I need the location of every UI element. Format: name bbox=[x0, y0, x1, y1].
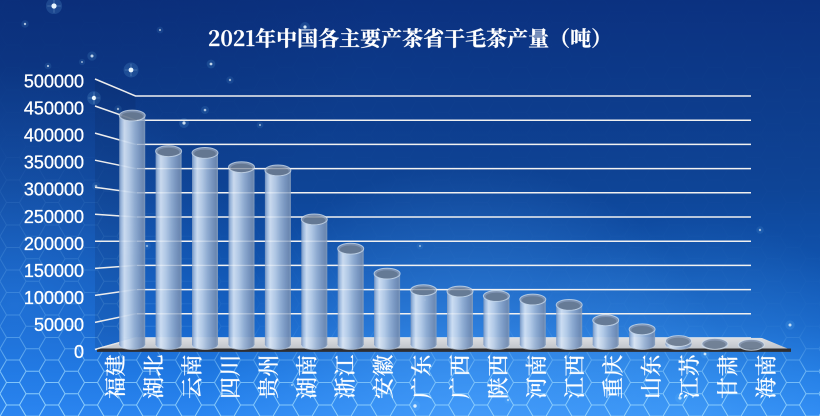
svg-text:100000: 100000 bbox=[24, 288, 84, 308]
svg-text:300000: 300000 bbox=[24, 180, 84, 200]
svg-text:50000: 50000 bbox=[34, 315, 84, 335]
svg-text:250000: 250000 bbox=[24, 207, 84, 227]
svg-text:200000: 200000 bbox=[24, 234, 84, 254]
svg-text:400000: 400000 bbox=[24, 126, 84, 146]
svg-text:150000: 150000 bbox=[24, 261, 84, 281]
svg-text:500000: 500000 bbox=[24, 72, 84, 92]
svg-text:450000: 450000 bbox=[24, 99, 84, 119]
svg-text:350000: 350000 bbox=[24, 153, 84, 173]
svg-text:0: 0 bbox=[74, 342, 84, 362]
